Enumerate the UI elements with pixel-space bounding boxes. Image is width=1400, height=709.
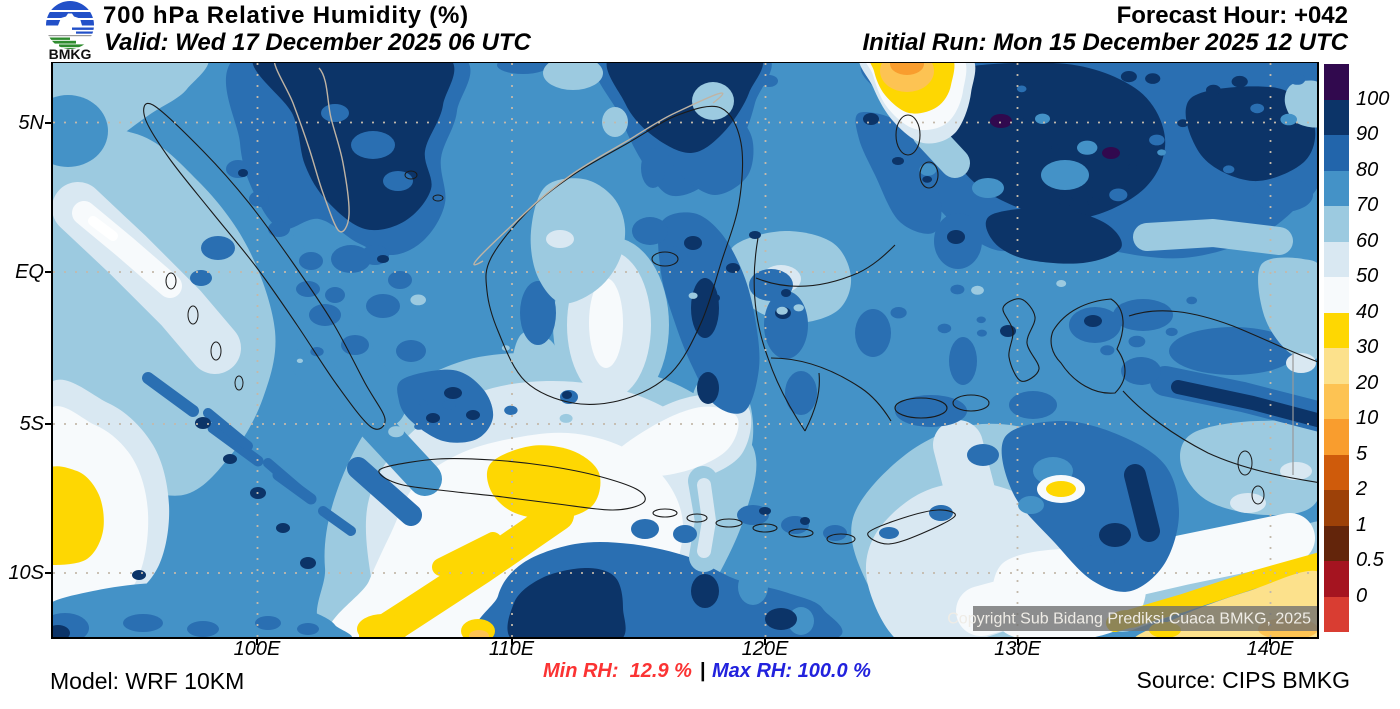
svg-text:BMKG: BMKG xyxy=(49,46,92,61)
svg-text:Copyright Sub Bidang Prediksi: Copyright Sub Bidang Prediksi Cuaca BMKG… xyxy=(947,611,1311,628)
